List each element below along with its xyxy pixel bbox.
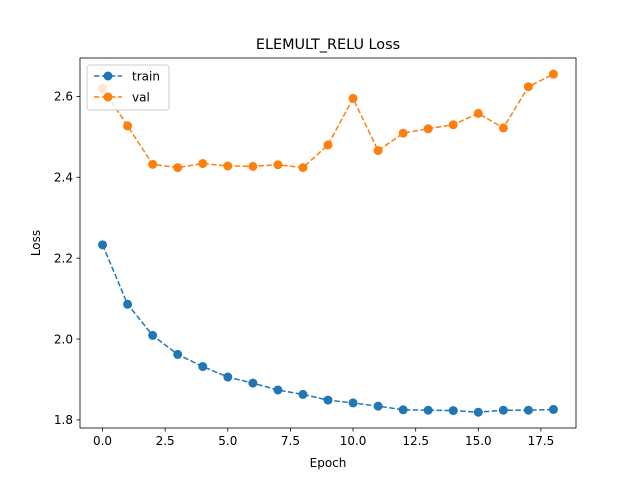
y-axis: 1.8 2.0 2.2 2.4 2.6 (54, 90, 80, 427)
data-point-train (173, 349, 183, 359)
data-point-train (548, 404, 558, 414)
data-point-train (473, 407, 483, 417)
series-train (98, 240, 558, 417)
y-axis-label: Loss (29, 230, 43, 256)
x-tick-label: 12.5 (402, 434, 429, 448)
y-tick-label: 2.6 (54, 90, 73, 104)
data-point-train (523, 405, 533, 415)
data-point-train (373, 401, 383, 411)
y-tick-label: 2.4 (54, 171, 73, 185)
x-tick-label: 17.5 (528, 434, 555, 448)
y-tick-label: 1.8 (54, 413, 73, 427)
data-point-val (148, 159, 158, 169)
plot-frame (79, 57, 577, 429)
y-tick-label: 2.0 (54, 332, 73, 346)
series-val (98, 69, 558, 173)
legend: train val (86, 64, 170, 111)
data-point-train (323, 395, 333, 405)
data-point-train (223, 372, 233, 382)
y-tick-label: 2.2 (54, 251, 73, 265)
data-point-val (523, 82, 533, 92)
legend-item-val: val (94, 90, 150, 104)
legend-marker (103, 92, 113, 102)
data-point-val (123, 121, 133, 131)
data-point-val (398, 128, 408, 138)
x-tick-label: 0.0 (93, 434, 112, 448)
data-point-val (273, 160, 283, 170)
data-point-train (423, 405, 433, 415)
series-layer (98, 69, 558, 417)
data-point-train (148, 330, 158, 340)
legend-label: train (132, 69, 160, 83)
data-point-val (323, 140, 333, 150)
data-point-train (248, 378, 258, 388)
data-point-val (298, 163, 308, 173)
x-tick-label: 2.5 (156, 434, 175, 448)
data-point-val (498, 123, 508, 133)
data-point-val (348, 93, 358, 103)
data-point-val (473, 108, 483, 118)
data-point-val (223, 161, 233, 171)
data-point-val (173, 163, 183, 173)
data-point-train (348, 398, 358, 408)
data-point-val (548, 69, 558, 79)
x-tick-label: 15.0 (465, 434, 492, 448)
legend-item-train: train (94, 69, 160, 83)
chart-title: ELEMULT_RELU Loss (256, 37, 400, 53)
legend-label: val (132, 90, 150, 104)
data-point-train (448, 406, 458, 416)
data-point-val (198, 159, 208, 169)
data-point-train (123, 299, 133, 309)
x-axis-label: Epoch (310, 456, 347, 470)
data-point-train (298, 389, 308, 399)
data-point-val (373, 146, 383, 156)
data-point-train (498, 405, 508, 415)
x-tick-label: 7.5 (281, 434, 300, 448)
x-axis: 0.0 2.5 5.0 7.5 10.0 12.5 15.0 17.5 (93, 428, 554, 448)
data-point-val (448, 120, 458, 130)
data-point-train (273, 385, 283, 395)
legend-marker (103, 71, 113, 81)
data-point-train (98, 240, 108, 250)
x-tick-label: 10.0 (340, 434, 367, 448)
data-point-train (198, 362, 208, 372)
data-point-val (248, 161, 258, 171)
data-point-val (423, 124, 433, 134)
x-tick-label: 5.0 (218, 434, 237, 448)
data-point-train (398, 405, 408, 415)
